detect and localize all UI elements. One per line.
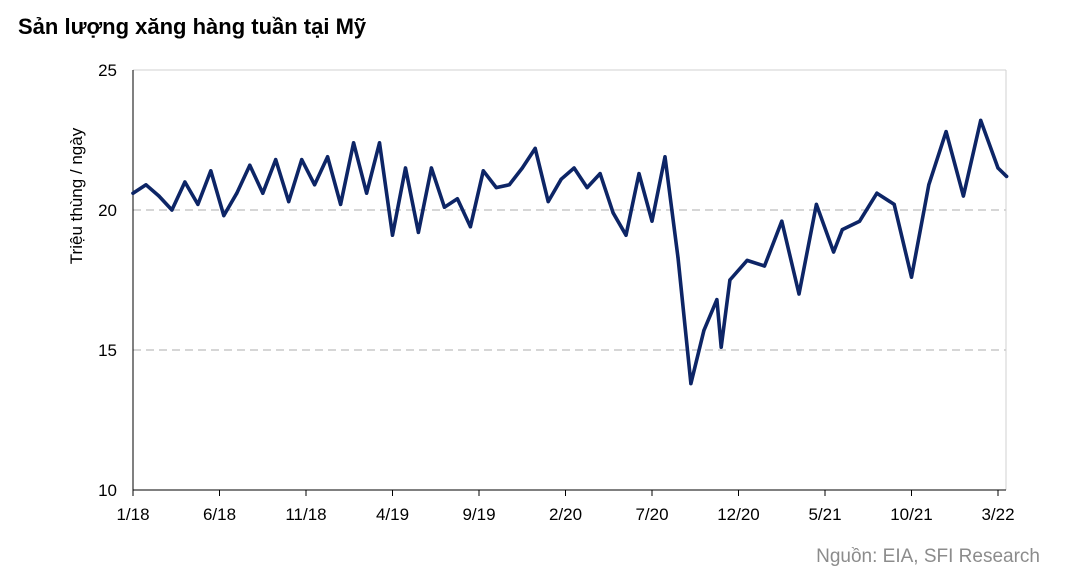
data-point <box>365 191 369 195</box>
data-point <box>222 214 226 218</box>
data-point <box>507 183 511 187</box>
data-point <box>144 183 148 187</box>
x-tick-label: 10/21 <box>890 505 933 524</box>
data-series <box>131 118 1009 386</box>
x-tick-label: 2/20 <box>549 505 582 524</box>
data-point <box>611 211 615 215</box>
y-tick-label: 25 <box>98 61 117 80</box>
data-point <box>429 166 433 170</box>
source-note: Nguồn: EIA, SFI Research <box>816 546 1040 567</box>
data-point <box>979 118 983 122</box>
data-point <box>927 183 931 187</box>
data-point <box>676 256 680 260</box>
data-point <box>832 250 836 254</box>
data-point <box>909 275 914 279</box>
data-point <box>416 230 420 234</box>
data-point <box>196 202 200 206</box>
data-point <box>840 228 844 232</box>
data-point <box>261 191 265 195</box>
data-point <box>715 298 719 302</box>
data-point <box>313 183 317 187</box>
data-point <box>762 264 767 268</box>
data-point <box>585 186 589 190</box>
x-tick-label: 6/18 <box>203 505 236 524</box>
data-point <box>719 345 723 349</box>
data-point <box>287 200 291 204</box>
data-point <box>533 146 537 150</box>
data-point <box>728 278 732 282</box>
data-point <box>637 172 641 176</box>
x-tick-label: 12/20 <box>717 505 760 524</box>
data-point <box>481 169 485 173</box>
data-point <box>300 158 304 162</box>
y-axis-ticks: 10 15 20 25 <box>98 61 117 500</box>
data-point <box>209 169 213 173</box>
data-point <box>494 186 498 190</box>
chart-title: Sản lượng xăng hàng tuần tại Mỹ <box>18 14 367 39</box>
data-point <box>248 163 252 167</box>
y-tick-label: 10 <box>98 481 117 500</box>
data-point <box>157 194 161 198</box>
data-point <box>442 205 446 209</box>
data-point <box>572 166 576 170</box>
data-point <box>352 141 356 145</box>
data-point <box>702 328 706 332</box>
data-point <box>274 158 278 162</box>
data-point <box>689 382 693 386</box>
data-point <box>598 172 602 176</box>
y-tick-label: 20 <box>98 201 117 220</box>
x-tick-label: 1/18 <box>116 505 149 524</box>
x-tick-label: 11/18 <box>285 505 326 524</box>
gridlines <box>133 209 1006 351</box>
data-point <box>546 200 550 204</box>
data-point <box>745 258 749 262</box>
data-point <box>650 219 654 223</box>
data-point <box>961 194 966 198</box>
data-point <box>996 166 1000 170</box>
x-tick-label: 4/19 <box>376 505 409 524</box>
data-point <box>559 177 563 181</box>
data-point <box>814 202 819 206</box>
y-axis-label: Triệu thùng / ngày <box>67 127 86 264</box>
data-point <box>520 166 524 170</box>
data-point <box>170 208 174 212</box>
y-tick-label: 15 <box>98 341 117 360</box>
x-axis-ticks: 1/18 6/18 11/18 4/19 9/19 2/20 7/20 12/20 5/21 10… <box>116 490 1015 524</box>
data-point <box>624 233 628 237</box>
data-point <box>235 191 239 195</box>
data-point <box>339 202 343 206</box>
data-point <box>183 180 187 184</box>
x-tick-label: 5/21 <box>808 505 841 524</box>
data-point <box>797 292 801 296</box>
data-point <box>780 219 784 223</box>
x-tick-label: 3/22 <box>981 505 1014 524</box>
data-point <box>131 191 135 195</box>
data-point <box>377 141 382 145</box>
data-point <box>326 155 330 159</box>
data-point <box>1005 174 1009 178</box>
data-point <box>663 155 667 159</box>
data-point <box>858 219 862 223</box>
data-point <box>944 130 948 134</box>
data-point <box>403 166 408 170</box>
x-tick-label: 9/19 <box>462 505 495 524</box>
data-point <box>468 225 472 229</box>
data-point <box>390 233 395 237</box>
series-line-0 <box>131 118 1009 386</box>
data-point <box>892 202 896 206</box>
data-point <box>455 197 459 201</box>
data-point <box>875 191 879 195</box>
x-tick-label: 7/20 <box>635 505 668 524</box>
